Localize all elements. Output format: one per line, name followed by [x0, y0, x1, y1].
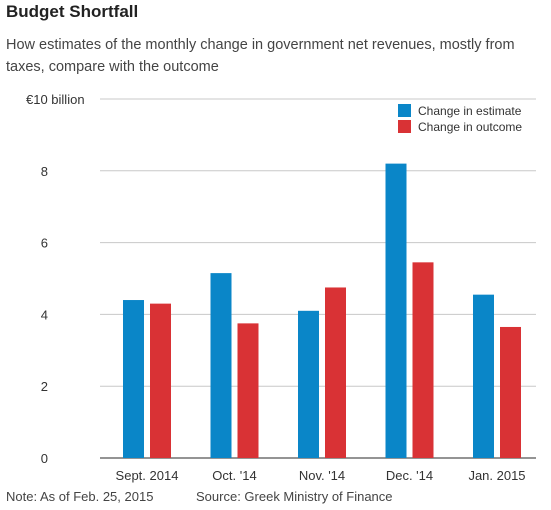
y-tick-label: €10 billion: [26, 92, 85, 107]
y-tick-label: 2: [41, 379, 48, 394]
chart-subtitle: How estimates of the monthly change in g…: [6, 37, 515, 75]
bar-outcome: [412, 262, 434, 458]
chart-title: Budget Shortfall: [6, 2, 139, 21]
bar-estimate: [298, 310, 319, 458]
bar-estimate: [123, 300, 144, 458]
bar-outcome: [325, 287, 346, 458]
x-tick-label: Nov. '14: [299, 468, 345, 483]
bar-estimate: [473, 294, 494, 458]
legend-swatch-estimate: [398, 104, 411, 117]
y-tick-label: 4: [41, 307, 48, 322]
y-tick-label: 0: [41, 451, 48, 466]
footer-note: Note: As of Feb. 25, 2015: [6, 489, 154, 504]
bar-outcome: [500, 326, 521, 458]
x-tick-label: Jan. 2015: [468, 468, 525, 483]
x-tick-label: Sept. 2014: [116, 468, 179, 483]
legend-label-outcome: Change in outcome: [418, 120, 523, 134]
bar-outcome: [150, 303, 171, 458]
x-tick-label: Oct. '14: [212, 468, 256, 483]
legend-label-estimate: Change in estimate: [418, 104, 522, 118]
bar-outcome: [237, 323, 259, 458]
x-tick-label: Dec. '14: [386, 468, 433, 483]
y-tick-label: 8: [41, 164, 48, 179]
y-tick-label: 6: [41, 236, 48, 251]
legend-swatch-outcome: [398, 120, 411, 133]
bar-estimate: [210, 273, 232, 458]
footer-source: Source: Greek Ministry of Finance: [196, 489, 393, 504]
bar-estimate: [385, 163, 407, 458]
bar-chart: 0 2 4 6 8 €10 billion Sept. 2014 Oct. '14 Nov. '…: [26, 92, 536, 483]
